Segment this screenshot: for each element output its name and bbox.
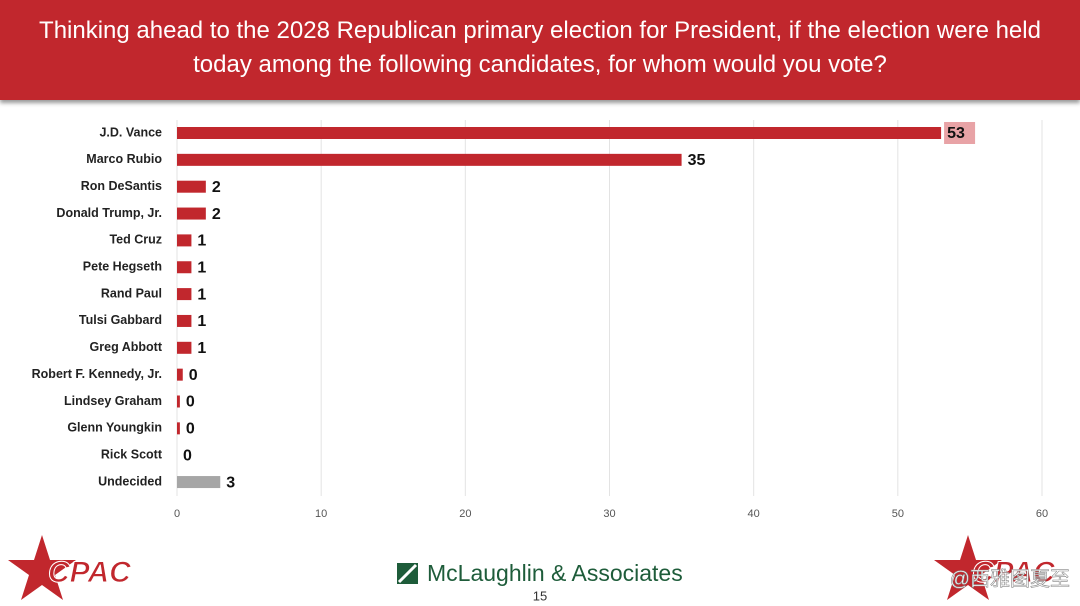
bar: [177, 341, 192, 354]
bar: [177, 234, 192, 247]
chart-title: Thinking ahead to the 2028 Republican pr…: [39, 17, 1041, 78]
x-tick-label: 40: [748, 508, 760, 520]
y-tick-label: Greg Abbott: [90, 340, 163, 354]
y-tick-label: Undecided: [98, 474, 162, 488]
y-tick-label: Tulsi Gabbard: [79, 313, 162, 327]
y-tick-label: Rick Scott: [101, 447, 163, 461]
y-tick-label: Ted Cruz: [109, 233, 162, 247]
value-label: 3: [226, 474, 235, 491]
watermark: @西雅图夏至: [950, 567, 1070, 590]
y-tick-label: Ron DeSantis: [81, 179, 162, 193]
bar: [177, 476, 221, 489]
x-tick-label: 30: [603, 508, 615, 520]
logo-left: CPAC: [8, 535, 133, 600]
value-label: 1: [197, 259, 206, 276]
star-icon: [8, 535, 76, 600]
y-tick-label: Glenn Youngkin: [67, 421, 162, 435]
pollster-logo: McLaughlin & Associates: [397, 560, 683, 586]
bar: [177, 395, 180, 408]
x-tick-label: 20: [459, 508, 471, 520]
value-label: 0: [189, 367, 198, 384]
label-highlight: [944, 122, 976, 144]
x-tick-label: 60: [1036, 508, 1048, 520]
logo-text: CPAC: [972, 556, 1056, 589]
value-label: 0: [186, 394, 195, 411]
logo-text: CPAC: [48, 556, 132, 589]
pollster-icon-slash: [397, 563, 418, 584]
bar: [177, 368, 183, 381]
value-label: 1: [197, 233, 206, 250]
y-tick-label: Rand Paul: [101, 286, 162, 300]
y-tick-label: J.D. Vance: [99, 125, 162, 139]
x-tick-label: 10: [315, 508, 327, 520]
bar: [177, 180, 206, 193]
bar: [177, 288, 192, 301]
bar: [177, 422, 180, 435]
bar: [177, 127, 942, 139]
y-tick-label: Marco Rubio: [86, 152, 162, 166]
title-banner: [0, 0, 1080, 100]
value-label: 35: [688, 152, 706, 169]
value-label: 0: [183, 447, 192, 464]
bar: [177, 153, 682, 166]
bar: [177, 207, 206, 220]
value-label: 1: [197, 286, 206, 303]
pollster-name: McLaughlin & Associates: [427, 560, 683, 586]
y-tick-label: Donald Trump, Jr.: [56, 206, 162, 220]
x-tick-label: 0: [174, 508, 180, 520]
x-tick-label: 50: [892, 508, 904, 520]
value-label: 1: [197, 340, 206, 357]
star-icon: [934, 535, 1002, 600]
y-tick-label: Pete Hegseth: [83, 260, 162, 274]
value-label: 1: [197, 313, 206, 330]
y-tick-label: Robert F. Kennedy, Jr.: [32, 367, 162, 381]
value-label: 0: [186, 421, 195, 438]
bar: [177, 314, 192, 327]
value-label: 2: [212, 179, 221, 196]
bar: [177, 261, 192, 274]
page-number: 15: [533, 588, 547, 603]
logo-right: CPAC: [934, 535, 1057, 600]
y-tick-label: Lindsey Graham: [64, 394, 162, 408]
value-label: 2: [212, 206, 221, 223]
value-label: 53: [947, 125, 965, 142]
